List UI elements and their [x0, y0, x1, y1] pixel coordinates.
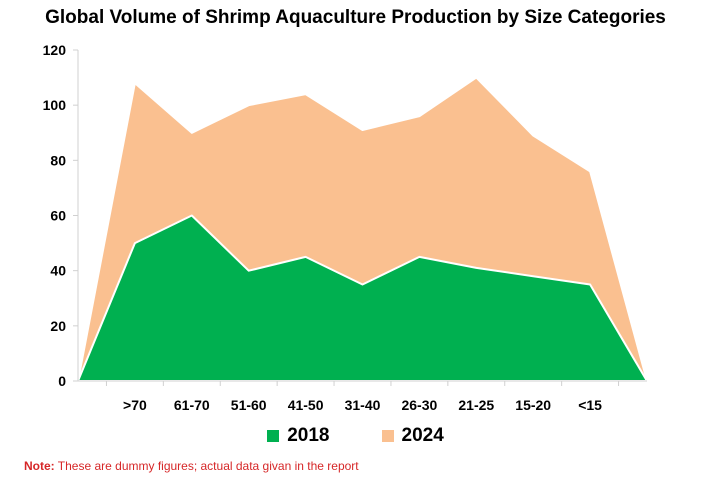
data-point-2024-6 [418, 115, 420, 117]
data-point-2018-8 [532, 275, 534, 277]
data-point-2024-1 [134, 82, 136, 84]
note-prefix: Note: [24, 459, 55, 473]
legend-item-2024: 2024 [381, 425, 444, 447]
data-point-2018-1 [134, 242, 136, 244]
y-tick-label-0: 0 [58, 373, 66, 389]
area-series-2018 [77, 214, 648, 382]
data-point-2024-2 [191, 132, 193, 134]
y-tick-label-20: 20 [50, 318, 66, 334]
chart-title: Global Volume of Shrimp Aquaculture Prod… [45, 7, 666, 28]
legend-label-2024: 2024 [401, 425, 444, 446]
legend-swatch-2024 [381, 430, 394, 442]
x-tick-label-1: >70 [123, 397, 147, 413]
legend-item-2018: 2018 [267, 425, 330, 447]
data-point-2024-7 [475, 76, 477, 78]
y-tick-label-40: 40 [50, 263, 66, 279]
data-point-2018-6 [418, 256, 420, 258]
x-tick-label-4: 41-50 [288, 397, 324, 413]
data-point-2024-8 [532, 134, 534, 136]
x-tick-label-2: 61-70 [174, 397, 210, 413]
x-tick-label-7: 21-25 [458, 397, 494, 413]
data-point-2024-3 [248, 104, 250, 106]
x-tick-label-9: <15 [578, 397, 602, 413]
x-tick-label-6: 26-30 [401, 397, 437, 413]
data-point-2018-2 [191, 214, 193, 216]
y-tick-label-120: 120 [43, 42, 67, 58]
legend-label-2018: 2018 [287, 425, 330, 446]
data-point-2018-7 [475, 267, 477, 269]
legend-swatch-2018 [267, 430, 280, 442]
data-point-2018-5 [361, 283, 363, 285]
x-tick-label-8: 15-20 [515, 397, 551, 413]
y-tick-label-60: 60 [50, 208, 66, 224]
data-point-2024-4 [304, 93, 306, 95]
data-point-2024-5 [361, 129, 363, 131]
footnote: Note: These are dummy figures; actual da… [24, 459, 359, 473]
x-tick-label-3: 51-60 [231, 397, 267, 413]
y-tick-label-100: 100 [43, 97, 67, 113]
data-point-2018-3 [248, 269, 250, 271]
data-point-2018-4 [304, 256, 306, 258]
note-text: These are dummy figures; actual data giv… [54, 459, 359, 473]
legend: 2018 2024 [0, 425, 711, 447]
data-point-2024-9 [589, 170, 591, 172]
y-tick-label-80: 80 [50, 152, 66, 168]
data-point-2018-9 [589, 283, 591, 285]
x-tick-label-5: 31-40 [345, 397, 381, 413]
